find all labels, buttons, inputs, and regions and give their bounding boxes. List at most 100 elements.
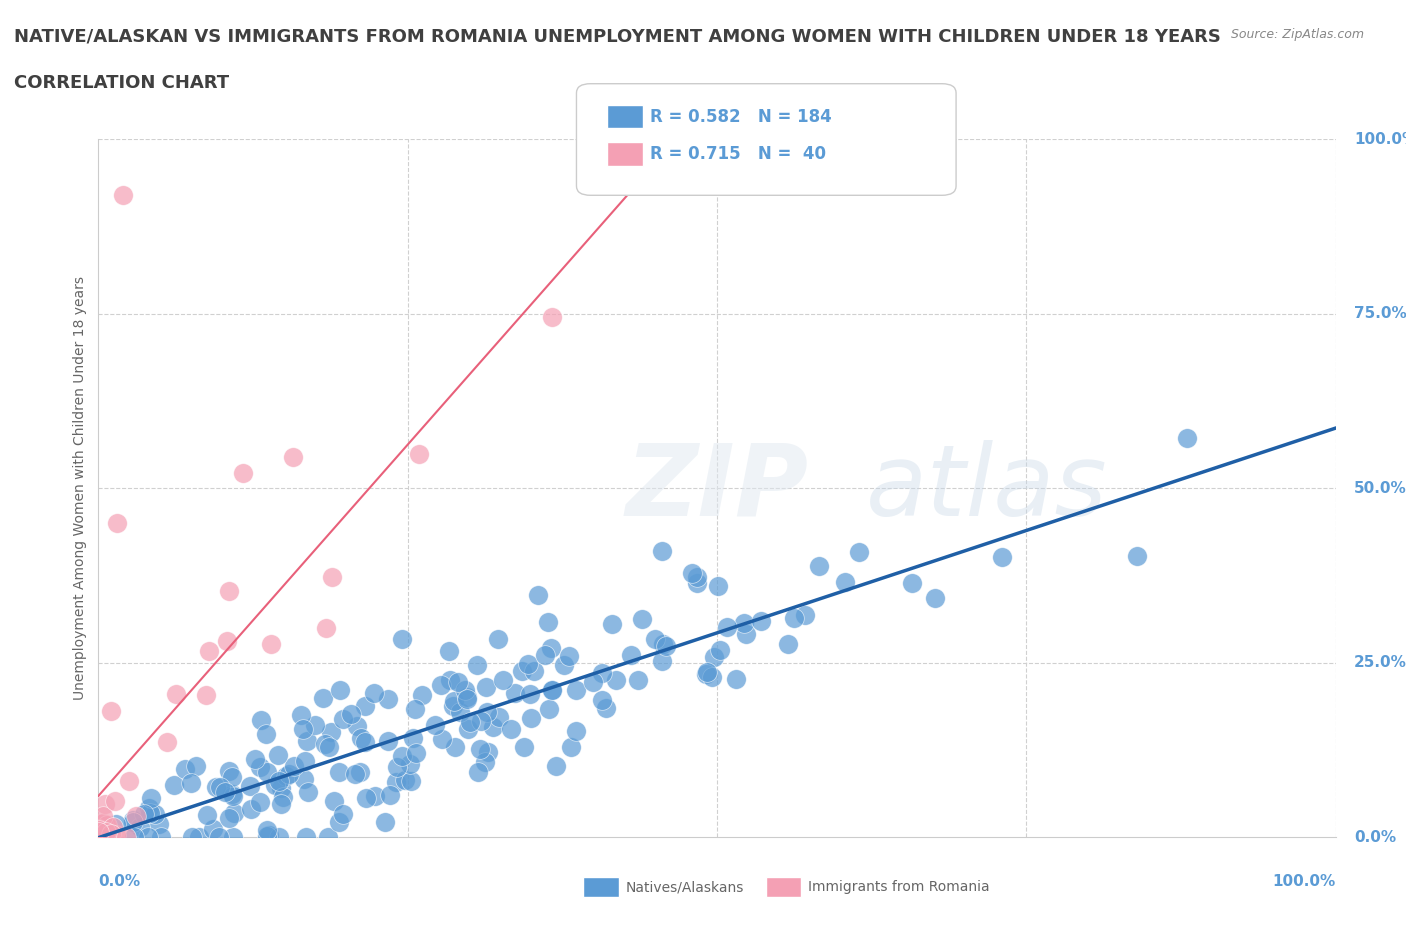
Point — [651, 544, 673, 559]
Point — [105, 515, 128, 530]
Point — [394, 772, 416, 787]
Point — [240, 802, 263, 817]
Point — [122, 815, 145, 830]
Point — [294, 753, 316, 768]
Point — [132, 806, 155, 821]
Point — [405, 745, 427, 760]
Point — [651, 654, 673, 669]
Point — [202, 821, 225, 836]
Point — [709, 643, 731, 658]
Point — [328, 764, 350, 779]
Point — [321, 724, 343, 739]
Point — [707, 578, 730, 593]
Point — [783, 610, 806, 625]
Point — [523, 663, 546, 678]
Point — [437, 644, 460, 658]
Point — [339, 707, 361, 722]
Point — [87, 823, 110, 838]
Point — [582, 674, 605, 689]
Point — [488, 710, 510, 724]
Point — [486, 631, 509, 646]
Point — [620, 647, 643, 662]
Point — [221, 769, 243, 784]
Point — [218, 583, 240, 598]
Point — [121, 813, 143, 828]
Point — [457, 722, 479, 737]
Point — [163, 777, 186, 792]
Point — [605, 672, 627, 687]
Point — [91, 808, 114, 823]
Point — [533, 647, 555, 662]
Point — [374, 815, 396, 830]
Text: Source: ZipAtlas.com: Source: ZipAtlas.com — [1230, 28, 1364, 41]
Point — [1125, 549, 1147, 564]
Point — [297, 785, 319, 800]
Point — [89, 817, 111, 831]
Point — [725, 672, 748, 687]
Point — [112, 188, 135, 203]
Point — [380, 788, 402, 803]
Point — [249, 760, 271, 775]
Point — [377, 692, 399, 707]
Point — [475, 704, 498, 719]
Point — [187, 830, 209, 844]
Point — [465, 658, 488, 672]
Point — [627, 672, 650, 687]
Point — [655, 639, 678, 654]
Point — [346, 718, 368, 733]
Point — [924, 591, 946, 605]
Point — [399, 774, 422, 789]
Point — [221, 787, 243, 802]
Point — [104, 793, 127, 808]
Point — [256, 828, 278, 843]
Point — [631, 612, 654, 627]
Point — [411, 688, 433, 703]
Point — [391, 749, 413, 764]
Point — [318, 830, 340, 844]
Point — [89, 824, 111, 839]
Point — [468, 742, 491, 757]
Point — [256, 764, 278, 779]
Text: 50.0%: 50.0% — [1354, 481, 1406, 496]
Point — [215, 633, 238, 648]
Point — [124, 809, 146, 824]
Point — [101, 819, 124, 834]
Point — [527, 588, 550, 603]
Point — [222, 830, 245, 844]
Point — [385, 760, 408, 775]
Point — [156, 735, 179, 750]
Y-axis label: Unemployment Among Women with Children Under 18 years: Unemployment Among Women with Children U… — [73, 276, 87, 700]
Point — [139, 791, 162, 806]
Text: CORRELATION CHART: CORRELATION CHART — [14, 74, 229, 92]
Point — [328, 815, 350, 830]
Point — [794, 607, 817, 622]
Point — [118, 774, 141, 789]
Point — [271, 790, 294, 804]
Point — [456, 691, 478, 706]
Point — [94, 830, 117, 844]
Point — [270, 797, 292, 812]
Point — [546, 759, 568, 774]
Point — [516, 657, 538, 671]
Point — [700, 670, 723, 684]
Point — [443, 693, 465, 708]
Point — [363, 685, 385, 700]
Text: 0.0%: 0.0% — [98, 874, 141, 889]
Point — [260, 636, 283, 651]
Point — [513, 739, 536, 754]
Point — [834, 575, 856, 590]
Point — [991, 550, 1014, 565]
Point — [165, 686, 187, 701]
Point — [565, 683, 588, 698]
Point — [312, 691, 335, 706]
Point — [565, 724, 588, 738]
Point — [477, 744, 499, 759]
Point — [87, 822, 110, 837]
Text: ZIP: ZIP — [626, 440, 808, 537]
Point — [377, 734, 399, 749]
Point — [350, 730, 373, 745]
Point — [179, 776, 201, 790]
Point — [441, 698, 464, 713]
Point — [681, 565, 703, 580]
Point — [354, 790, 377, 805]
